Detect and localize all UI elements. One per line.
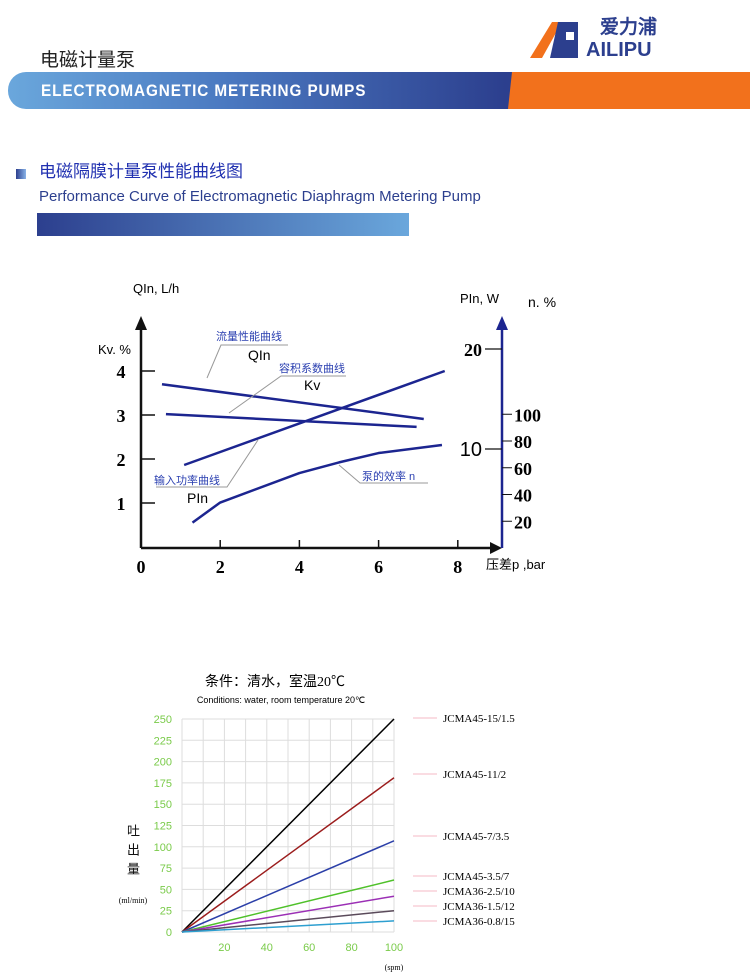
y-right-pct-tick-label: 20 [514,512,532,532]
x-unit: (spm) [385,963,404,972]
legend-label: JCMA45-7/3.5 [443,831,510,843]
series-line [181,895,395,933]
y-unit: (ml/min) [119,896,148,905]
y-tick-label: 250 [154,714,172,726]
series-symbol: Kv [304,377,320,393]
series-line-0 [161,382,424,421]
annotation-leader [228,375,346,414]
y-right-pct-tick-label: 60 [514,459,532,479]
series-line [181,840,395,933]
logo-mark-icon [530,22,578,58]
y-tick-label: 50 [160,884,172,896]
annotation-leader [206,344,288,379]
y-left-tick-label: 3 [117,406,126,426]
x-tick-label: 100 [385,942,403,954]
series-symbol: PIn [187,490,208,506]
x-tick-label: 6 [374,557,383,577]
section-title-en: Performance Curve of Electromagnetic Dia… [39,188,481,205]
section-title-cn: 电磁隔膜计量泵性能曲线图 [39,162,243,181]
y-left-top-label: QIn, L/h [133,281,179,296]
annotation-leader [156,439,259,488]
series-line [181,920,395,933]
y-right-w-label: PIn, W [460,291,500,306]
series-line [181,777,395,933]
chart-subtitle: Conditions: water, room temperature 20℃ [197,695,365,705]
y-right-pct-label: n. % [528,294,556,310]
x-tick-label: 4 [295,557,304,577]
series-line [181,909,395,933]
y-tick-label: 150 [154,799,172,811]
x-tick-label: 40 [261,942,273,954]
x-tick-label: 20 [218,942,230,954]
y-left-tick-label: 2 [117,450,126,470]
series-symbol: QIn [248,347,271,363]
y-right-w-tick-label: 20 [464,340,482,360]
chart-title: 条件：清水，室温20℃ [205,673,345,690]
x-tick-label: 80 [345,942,357,954]
y-axis-label: 吐出量 [125,824,140,881]
logo-en: AILIPU [586,39,652,61]
y-right-pct-tick-label: 100 [514,405,541,425]
legend-label: JCMA36-2.5/10 [443,886,515,898]
section-bar [37,213,409,236]
legend-label: JCMA45-11/2 [443,769,506,781]
page-title-cn: 电磁计量泵 [40,50,136,71]
y-left-tick-label: 1 [117,494,126,514]
y-tick-label: 100 [154,842,172,854]
legend-label: JCMA45-3.5/7 [443,871,510,883]
series-line [181,879,395,933]
legend-label: JCMA36-1.5/12 [443,901,515,913]
x-tick-label: 8 [453,557,462,577]
y-right-pct-tick-label: 80 [514,432,532,452]
logo-cn: 爱力浦 [600,17,658,38]
y-tick-label: 0 [166,927,172,939]
x-axis-label: 压差p ,bar [486,557,546,572]
series-label: 容积系数曲线 [279,361,345,375]
banner-text: ELECTROMAGNETIC METERING PUMPS [41,81,367,100]
x-tick-label: 0 [137,557,146,577]
x-axis-arrow-icon [490,542,502,554]
y-left-tick-label: 4 [117,362,126,382]
y-right-w-tick-label: 10 [460,439,482,461]
series-line-2 [183,369,446,467]
legend-label: JCMA36-0.8/15 [443,916,515,928]
legend-label: JCMA45-15/1.5 [443,713,515,725]
y-right-pct-tick-label: 40 [514,486,532,506]
y-tick-label: 225 [154,735,172,747]
y-tick-label: 175 [154,778,172,790]
x-tick-label: 60 [303,942,315,954]
y-axis-left-arrow-icon [135,316,147,330]
series-label: 输入功率曲线 [154,473,220,487]
logo: 爱力浦 AILIPU [530,18,680,62]
y-tick-label: 25 [160,906,172,918]
series-label: 流量性能曲线 [216,329,282,343]
bullet-icon [16,169,26,179]
series-label: 泵的效率 n [362,469,415,483]
y-tick-label: 75 [160,863,172,875]
y-tick-label: 125 [154,821,172,833]
annotation-leader [338,464,428,484]
series-line-3 [191,443,443,524]
series-line [181,718,395,933]
banner: ELECTROMAGNETIC METERING PUMPS [8,72,750,109]
y-left-label: Kv. % [98,342,131,357]
y-axis-right-arrow-icon [496,316,508,330]
performance-chart: 0 2 4 6 8 1 2 3 4 10 20 20 40 60 80 100 压差p ,bar QIn, L/h… [98,281,556,577]
series-line-1 [165,412,417,429]
x-tick-label: 2 [216,557,225,577]
output-chart: 条件：清水，室温20℃ Conditions: water, room tempe… [119,673,516,972]
y-tick-label: 200 [154,757,172,769]
